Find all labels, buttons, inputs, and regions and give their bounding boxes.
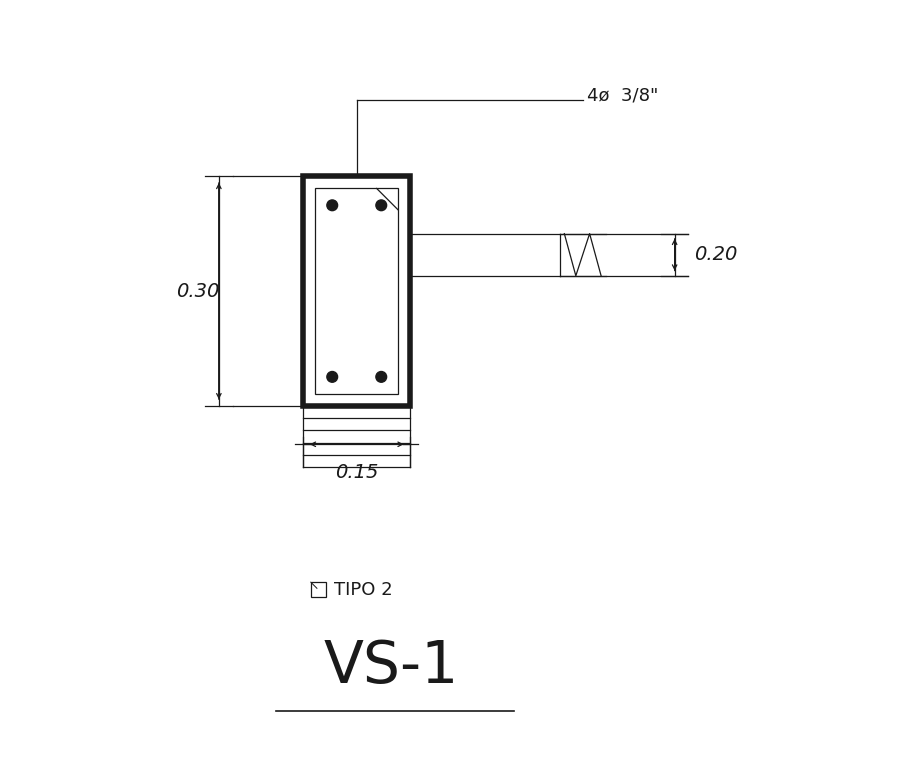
Circle shape (376, 200, 386, 211)
Text: TIPO 2: TIPO 2 (334, 581, 393, 599)
Text: VS-1: VS-1 (324, 638, 459, 695)
Text: 0.15: 0.15 (335, 463, 378, 483)
Text: 4ø  3/8": 4ø 3/8" (586, 87, 658, 105)
Circle shape (327, 372, 338, 382)
Bar (303, 176, 410, 406)
Bar (310, 582, 326, 597)
Text: 0.30: 0.30 (176, 282, 219, 300)
Circle shape (376, 372, 386, 382)
Circle shape (327, 200, 338, 211)
Bar (315, 188, 398, 394)
Text: 0.20: 0.20 (694, 245, 738, 264)
